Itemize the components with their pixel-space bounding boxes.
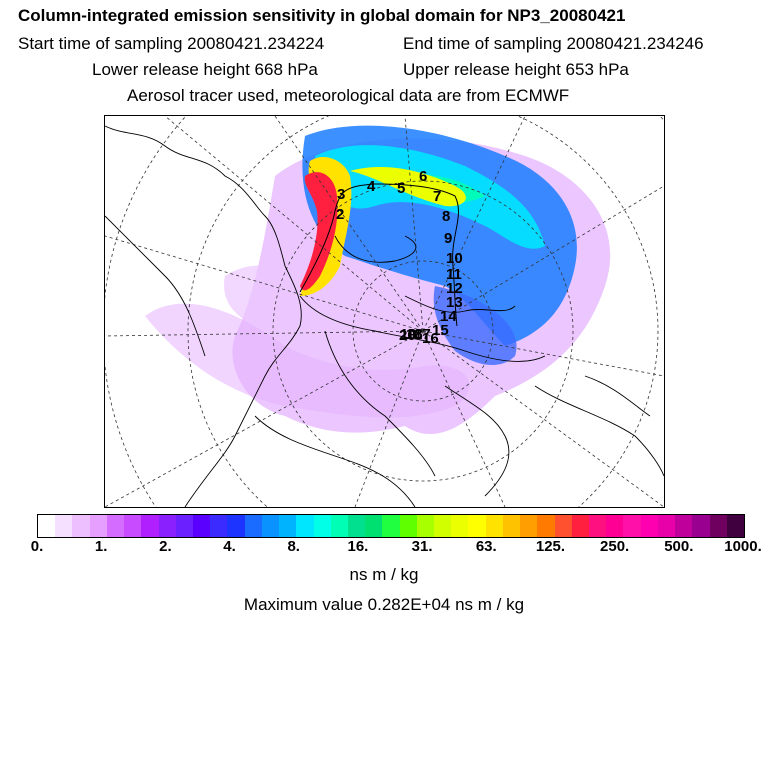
colorbar-cell bbox=[89, 515, 107, 537]
colorbar-tick-label: 1000. bbox=[724, 538, 762, 555]
track-label: 17 bbox=[414, 326, 431, 343]
track-label: 11 bbox=[446, 266, 462, 283]
colorbar-cell bbox=[709, 515, 727, 537]
colorbar-cell bbox=[72, 515, 90, 537]
track-label: 5 bbox=[397, 180, 406, 197]
track-label: 6 bbox=[419, 168, 428, 185]
track-label: 15 bbox=[432, 322, 449, 339]
colorbar bbox=[37, 514, 745, 538]
colorbar-tick-label: 500. bbox=[664, 538, 694, 555]
plot-title: Column-integrated emission sensitivity i… bbox=[18, 6, 626, 25]
colorbar-tick-label: 16. bbox=[347, 538, 369, 555]
colorbar-cell bbox=[261, 515, 280, 537]
colorbar-cell bbox=[589, 515, 607, 537]
colorbar-cell bbox=[106, 515, 125, 537]
track-label: 8 bbox=[442, 208, 451, 225]
sampling-start-text: Start time of sampling 20080421.234224 bbox=[18, 34, 325, 53]
coastlines bbox=[105, 125, 664, 507]
colorbar-cell bbox=[210, 515, 228, 537]
map-canvas bbox=[105, 116, 664, 507]
plume-core bbox=[300, 156, 466, 296]
track-label: 9 bbox=[444, 230, 453, 247]
colorbar-cell bbox=[520, 515, 538, 537]
colorbar-cell bbox=[279, 515, 297, 537]
colorbar-cell bbox=[726, 515, 744, 537]
colorbar-cell bbox=[606, 515, 624, 537]
colorbar-tick-label: 31. bbox=[411, 538, 433, 555]
colorbar-tick-label: 0. bbox=[30, 538, 44, 555]
colorbar-cell bbox=[571, 515, 589, 537]
colorbar-cell bbox=[502, 515, 521, 537]
colorbar-cell bbox=[434, 515, 452, 537]
colorbar-cell bbox=[313, 515, 331, 537]
track-label: 2 bbox=[336, 206, 345, 223]
track-label: 13 bbox=[446, 294, 463, 311]
colorbar-cell bbox=[192, 515, 211, 537]
colorbar-cell bbox=[158, 515, 176, 537]
colorbar-cell bbox=[399, 515, 417, 537]
colorbar-cell bbox=[55, 515, 73, 537]
lower-release-height-text: Lower release height 668 hPa bbox=[92, 60, 318, 79]
colorbar-tick-label: 8. bbox=[287, 538, 300, 555]
colorbar-cell bbox=[468, 515, 486, 537]
sampling-end-text: End time of sampling 20080421.234246 bbox=[403, 34, 704, 53]
colorbar-cell bbox=[537, 515, 555, 537]
colorbar-cell bbox=[141, 515, 159, 537]
colorbar-cell bbox=[347, 515, 366, 537]
track-label: 19 bbox=[400, 326, 417, 343]
track-label: 4 bbox=[367, 178, 376, 195]
track-label: 12 bbox=[446, 280, 463, 297]
tracer-info-text: Aerosol tracer used, meteorological data… bbox=[127, 86, 570, 105]
colorbar-cell bbox=[623, 515, 641, 537]
colorbar-cell bbox=[657, 515, 676, 537]
colorbar-cell bbox=[692, 515, 710, 537]
colorbar-cell bbox=[365, 515, 383, 537]
colorbar-cell bbox=[296, 515, 314, 537]
colorbar-cell bbox=[451, 515, 469, 537]
colorbar-cell bbox=[382, 515, 400, 537]
colorbar-cell bbox=[675, 515, 693, 537]
colorbar-cell bbox=[38, 515, 56, 537]
colorbar-tick-label: 1. bbox=[94, 538, 108, 555]
track-label: 18 bbox=[406, 326, 423, 343]
colorbar-cell bbox=[485, 515, 503, 537]
max-value-text: Maximum value 0.282E+04 ns m / kg bbox=[243, 595, 525, 614]
track-label: 14 bbox=[440, 308, 457, 325]
sensitivity-map bbox=[104, 115, 665, 508]
track-label: 10 bbox=[446, 250, 463, 267]
colorbar-tick-label: 2. bbox=[159, 538, 172, 555]
colorbar-tick-label: 4. bbox=[223, 538, 236, 555]
colorbar-cell bbox=[330, 515, 348, 537]
track-label: 3 bbox=[337, 186, 346, 203]
colorbar-cell bbox=[416, 515, 435, 537]
colorbar-cell bbox=[124, 515, 142, 537]
colorbar-cell bbox=[640, 515, 658, 537]
colorbar-cell bbox=[175, 515, 193, 537]
colorbar-cell bbox=[244, 515, 262, 537]
track-label: 20 bbox=[399, 327, 416, 344]
graticule bbox=[105, 116, 664, 507]
track-label: 7 bbox=[433, 188, 442, 205]
colorbar-cell bbox=[554, 515, 572, 537]
trajectory-track bbox=[299, 183, 459, 327]
colorbar-cell bbox=[227, 515, 245, 537]
colorbar-unit: ns m / kg bbox=[349, 565, 419, 584]
colorbar-tick-label: 125. bbox=[535, 538, 566, 555]
colorbar-tick-label: 250. bbox=[600, 538, 630, 555]
upper-release-height-text: Upper release height 653 hPa bbox=[403, 60, 629, 79]
track-label: 16 bbox=[422, 330, 439, 347]
colorbar-tick-label: 63. bbox=[475, 538, 497, 555]
